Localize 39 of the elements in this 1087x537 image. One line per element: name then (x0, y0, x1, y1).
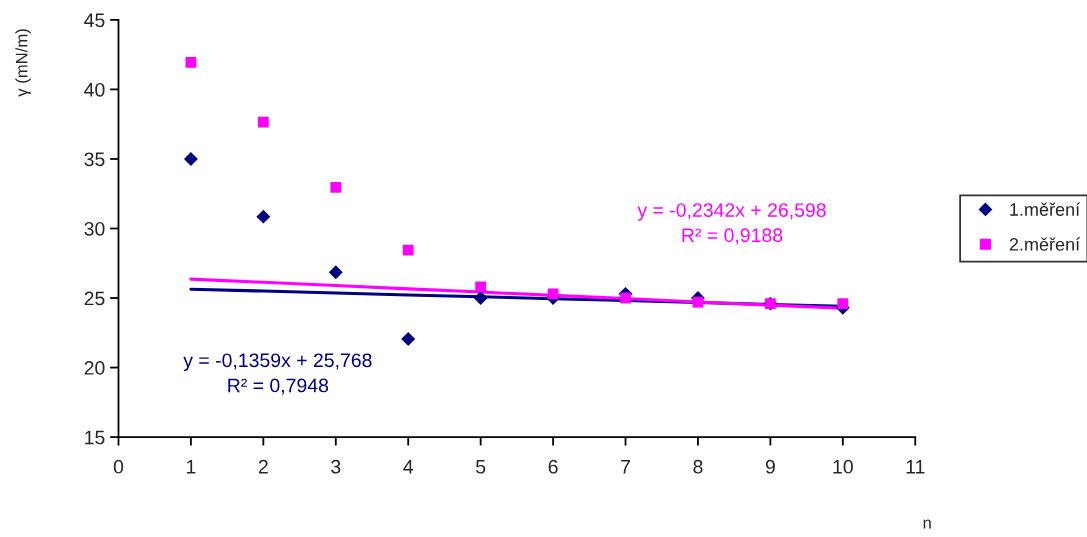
y-tick-label: 20 (84, 361, 105, 375)
point (401, 332, 416, 347)
x-tick-label: 6 (548, 459, 558, 474)
point (330, 182, 342, 193)
y-tick-label: 45 (84, 13, 105, 28)
x-tick-label: 8 (693, 459, 703, 474)
point (473, 291, 488, 305)
point (475, 281, 487, 293)
point (620, 292, 631, 304)
y-tick-label: 35 (84, 152, 105, 167)
point (837, 298, 849, 309)
x-tick-label: 4 (403, 460, 414, 474)
point (256, 209, 271, 224)
point (183, 152, 198, 166)
x-tick-label: 5 (476, 460, 486, 474)
y-tick-label: 25 (84, 291, 105, 306)
y-tick-label: 30 (84, 221, 105, 236)
x-tick-label: 10 (833, 459, 853, 474)
point (257, 116, 269, 128)
annotation: y = -0,2342x + 26,598 R² = 0,9188 (637, 203, 826, 245)
annotation: y = -0,1359x + 25,768 R² = 0,7948 (183, 353, 372, 395)
point (328, 265, 343, 280)
x-tick-label: 7 (621, 460, 630, 474)
legend-label: 1.měření (1010, 202, 1081, 216)
point (402, 244, 414, 256)
x-tick-label: 11 (906, 460, 925, 474)
y-tick-label: 40 (84, 82, 105, 97)
point (547, 288, 559, 300)
x-axis-title: n (923, 519, 931, 529)
x-tick-label: 3 (331, 459, 341, 474)
point (692, 296, 704, 308)
y-tick-label: 15 (85, 430, 105, 445)
x-tick-label: 2 (258, 459, 268, 474)
x-tick-label: 1 (186, 460, 196, 474)
x-tick-label: 0 (113, 459, 124, 474)
legend-label: 2.měření (1009, 237, 1081, 251)
y-axis-title: γ (mN/m) (15, 29, 31, 97)
point (185, 56, 197, 68)
x-tick-label: 9 (765, 459, 775, 474)
